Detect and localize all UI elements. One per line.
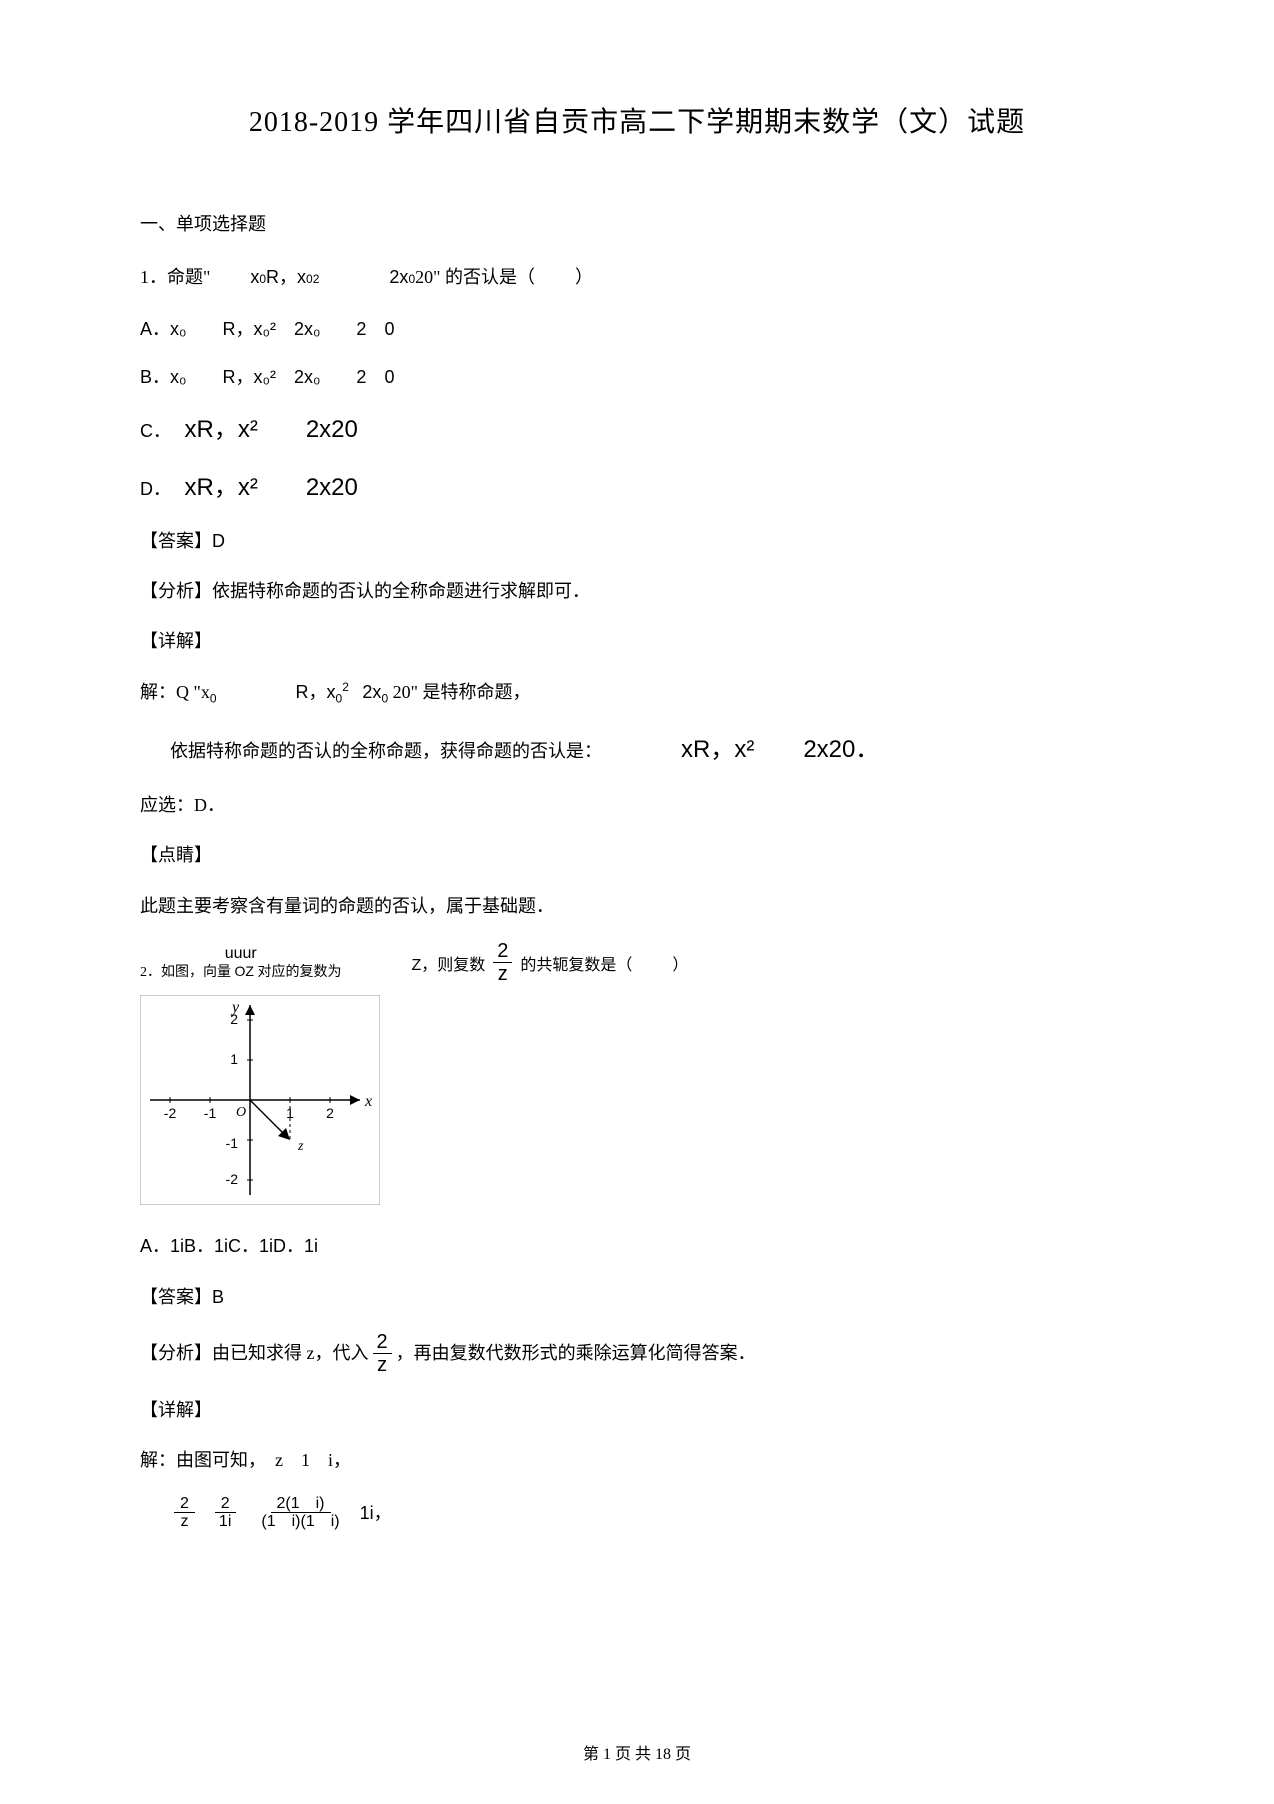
q2-an-a: 由已知求得 z，代入 [212, 1337, 369, 1369]
opt-c-text: xR，x² 2x20 [185, 416, 358, 443]
q2-close: ） [672, 951, 688, 975]
d2b: xR，x² [681, 736, 754, 763]
q1-close: ） [575, 261, 593, 293]
q1-opt-b: B．x₀ R，x₀² 2x₀ 2 0 [140, 361, 1134, 393]
svg-text:-2: -2 [226, 1171, 239, 1187]
cn1: 2 [174, 1495, 195, 1514]
q2-an-frac: 2 z [373, 1331, 392, 1376]
q2-frac-num: 2 [493, 940, 512, 963]
svg-text:-1: -1 [204, 1105, 217, 1121]
graph-svg: -2 -1 1 2 2 1 -1 -2 O y x [140, 995, 380, 1205]
svg-text:x: x [364, 1093, 372, 1110]
q1-stem: 1．命题" x0 R，x02 2x0 20" 的否认是（ ） [140, 261, 1134, 293]
q1-m1: x [250, 261, 259, 293]
q1-opt-d: D． xR，x² 2x20 [140, 466, 1134, 509]
q2-stem: uuur 2．如图，向量 OZ 对应的复数为 Z，则复数 2 z 的共轭复数是（… [140, 940, 1134, 985]
cn2: 2 [215, 1495, 236, 1514]
uurr-label: uuur [225, 945, 257, 963]
q2-a: 2．如图，向量 [140, 965, 235, 980]
q1-detail-2: 依据特称命题的否认的全称命题，获得命题的否认是： xR，x² 2x20． [140, 728, 1134, 771]
q1-detail-3: 应选：D． [140, 789, 1134, 821]
q1-comment-label: 【点睛】 [140, 839, 1134, 871]
q2-an-fn: 2 [373, 1331, 392, 1354]
section-header: 一、单项选择题 [140, 210, 1134, 236]
q1-m3-sub: 0 [408, 269, 415, 291]
opt-c-label: C． [140, 421, 171, 441]
q2-d1: 解：由图可知， z 1 i， [140, 1450, 351, 1470]
opt-b-label: B． [140, 367, 170, 387]
q1-m3: 2x [389, 261, 408, 293]
q1-detail-1: 解：Q "x0 R，x02 2x0 20" 是特称命题， [140, 676, 1134, 710]
analysis-text: 依据特称命题的否认的全称命题进行求解即可． [212, 581, 590, 601]
q1-m2-sub: 0 [306, 269, 313, 291]
q2-oz: OZ [235, 963, 254, 979]
q1-opt-c: C． xR，x² 2x20 [140, 408, 1134, 451]
cd2: 1i [213, 1513, 237, 1531]
answer-val: D [212, 531, 225, 551]
svg-text:1: 1 [230, 1051, 238, 1067]
q2-d: 的共轭复数是（ [520, 951, 632, 975]
q2-an-label: 【分析】 [140, 1337, 212, 1369]
q2-b: 对应的复数为 [254, 965, 342, 980]
svg-text:O: O [236, 1105, 246, 1120]
opt-d-label: D． [140, 479, 171, 499]
q2-frac: 2 z [493, 940, 512, 985]
d1c: 2x [362, 682, 381, 702]
analysis-label: 【分析】 [140, 581, 212, 601]
q1-detail-label: 【详解】 [140, 625, 1134, 657]
svg-text:-2: -2 [164, 1105, 177, 1121]
q2-c: Z，则复数 [411, 951, 485, 975]
cn3: 2(1 i) [271, 1495, 331, 1514]
page-container: 2018-2019 学年四川省自贡市高二下学期期末数学（文）试题 一、单项选择题… [0, 0, 1274, 1589]
q1-m2-sup: 2 [313, 269, 320, 291]
q1-answer: 【答案】D [140, 525, 1134, 557]
cd1: z [174, 1513, 194, 1531]
q1-opt-a: A．x₀ R，x₀² 2x₀ 2 0 [140, 313, 1134, 345]
opt-b-text: x₀ R，x₀² 2x₀ 2 0 [170, 367, 394, 387]
q2-detail-label: 【详解】 [140, 1394, 1134, 1426]
opt-a-label: A． [140, 319, 170, 339]
page-footer: 第 1 页 共 18 页 [0, 1740, 1274, 1764]
d1d: 20" 是特称命题， [393, 682, 531, 702]
d2c: 2x20． [803, 736, 879, 763]
q2-frac-den: z [494, 963, 512, 985]
opt-a-text: x₀ R，x₀² 2x₀ 2 0 [170, 319, 394, 339]
opt-d-text: xR，x² 2x20 [185, 474, 358, 501]
q2-calc: 2 z 2 1i 2(1 i) (1 i)(1 i) 1i， [140, 1495, 1134, 1531]
answer-label: 【答案】 [140, 531, 212, 551]
svg-text:y: y [230, 999, 240, 1016]
q2-detail-1: 解：由图可知， z 1 i， [140, 1444, 1134, 1476]
d1b: R，x [296, 682, 336, 702]
d2a: 依据特称命题的否认的全称命题，获得命题的否认是： [170, 741, 602, 761]
d1a: 解：Q "x [140, 682, 210, 702]
q2-answer-label: 【答案】 [140, 1287, 212, 1307]
q1-comment-text: 此题主要考察含有量词的命题的否认，属于基础题． [140, 890, 1134, 922]
q2-an-fd: z [373, 1354, 391, 1376]
cd3: (1 i)(1 i) [255, 1513, 345, 1531]
q1-m4: 20" 的否认是（ [415, 261, 535, 293]
svg-text:2: 2 [326, 1105, 334, 1121]
cres: 1i， [360, 1497, 392, 1529]
q1-m2: R，x [266, 261, 306, 293]
q2-options: A．1iB．1iC．1iD．1i [140, 1230, 1134, 1262]
q1-prefix: 1．命题" [140, 261, 210, 293]
svg-text:-1: -1 [226, 1135, 239, 1151]
q2-an-b: ，再由复数代数形式的乘除运算化简得答案． [396, 1337, 756, 1369]
q1-analysis: 【分析】依据特称命题的否认的全称命题进行求解即可． [140, 575, 1134, 607]
q1-m1-sub: 0 [259, 269, 266, 291]
q2-analysis: 【分析】由已知求得 z，代入 2 z ，再由复数代数形式的乘除运算化简得答案． [140, 1331, 1134, 1376]
q2-answer-val: B [212, 1287, 224, 1307]
q2-answer: 【答案】B [140, 1281, 1134, 1313]
doc-title: 2018-2019 学年四川省自贡市高二下学期期末数学（文）试题 [140, 100, 1134, 140]
q2-graph: -2 -1 1 2 2 1 -1 -2 O y x [140, 995, 1134, 1210]
svg-text:z: z [297, 1139, 304, 1154]
